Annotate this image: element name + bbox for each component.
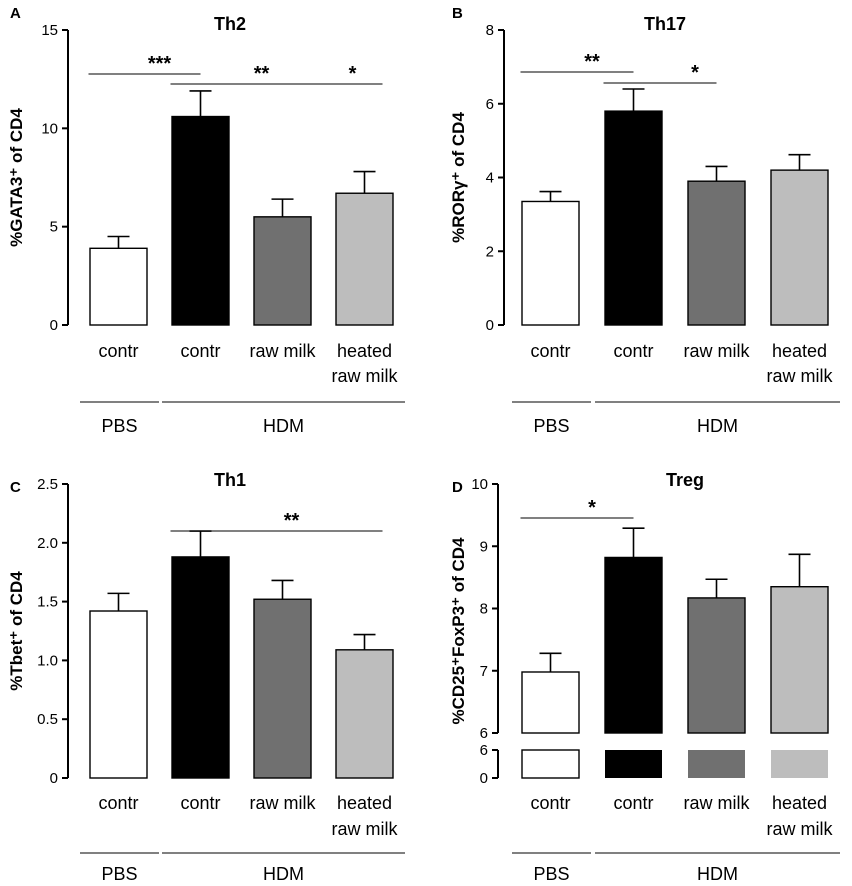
- significance-label: **: [284, 510, 300, 532]
- significance-label: **: [584, 51, 600, 73]
- y-tick-label: 9: [480, 538, 488, 555]
- y-axis-label: %GATA3⁺ of CD4: [7, 108, 26, 247]
- chart-title: Th17: [644, 14, 686, 34]
- group-label: PBS: [101, 864, 137, 884]
- x-tick-label: raw milk: [684, 793, 751, 813]
- x-tick-label: raw milk: [767, 366, 834, 386]
- y-tick-label: 10: [471, 476, 488, 493]
- x-tick-label: raw milk: [250, 341, 317, 361]
- y-tick-label: 0.5: [37, 711, 58, 728]
- x-tick-label: contr: [530, 793, 570, 813]
- y-tick-label: 0: [480, 770, 488, 787]
- y-tick-label: 2.5: [37, 476, 58, 493]
- panel-a: A Th2 %GATA3⁺ of CD4 0 5 10 15 contr contr raw mi…: [7, 5, 405, 436]
- bar: [253, 216, 312, 326]
- panel-letter: A: [10, 5, 21, 22]
- significance-label: ***: [148, 53, 172, 75]
- significance-label: *: [691, 62, 699, 84]
- x-tick-label: heated: [337, 341, 392, 361]
- group-label: HDM: [263, 416, 304, 436]
- x-tick-label: contr: [98, 793, 138, 813]
- panel-d: D Treg %CD25⁺FoxP3⁺ of CD4 6 7 8 9 10 0 6 contr con…: [449, 470, 840, 884]
- group-label: HDM: [263, 864, 304, 884]
- y-tick-label: 4: [486, 170, 494, 187]
- x-tick-label: contr: [613, 341, 653, 361]
- y-axis-label: %RORγ⁺ of CD4: [449, 112, 468, 243]
- y-tick-label: 0: [486, 317, 494, 334]
- panel-letter: C: [10, 479, 21, 496]
- bar: [171, 556, 230, 779]
- y-tick-label: 7: [480, 663, 488, 680]
- group-label: HDM: [697, 864, 738, 884]
- x-tick-label: raw milk: [250, 793, 317, 813]
- bar: [770, 586, 829, 734]
- group-label: PBS: [533, 416, 569, 436]
- x-tick-label: contr: [180, 341, 220, 361]
- y-tick-label: 2.0: [37, 535, 58, 552]
- bar: [89, 247, 148, 326]
- bar: [521, 200, 580, 326]
- bar: [687, 180, 746, 326]
- bar-lower: [521, 749, 580, 779]
- bar: [770, 169, 829, 326]
- y-tick-label: 10: [41, 120, 58, 137]
- bar: [604, 110, 663, 326]
- y-tick-label: 5: [50, 219, 58, 236]
- y-axis-label: %CD25⁺FoxP3⁺ of CD4: [449, 537, 468, 725]
- bar-lower: [771, 750, 828, 778]
- x-tick-label: heated: [772, 793, 827, 813]
- y-tick-label: 2: [486, 243, 494, 260]
- panel-letter: D: [452, 479, 463, 496]
- group-label: HDM: [697, 416, 738, 436]
- y-tick-label: 8: [486, 22, 494, 39]
- y-tick-label: 0: [50, 317, 58, 334]
- bar: [171, 115, 230, 326]
- bar: [89, 610, 148, 779]
- x-tick-label: raw milk: [684, 341, 751, 361]
- group-label: PBS: [533, 864, 569, 884]
- x-tick-label: heated: [337, 793, 392, 813]
- y-tick-label: 0: [50, 770, 58, 787]
- x-tick-label: raw milk: [332, 819, 399, 839]
- x-tick-label: heated: [772, 341, 827, 361]
- x-tick-label: raw milk: [767, 819, 834, 839]
- chart-title: Treg: [666, 470, 704, 490]
- x-tick-label: contr: [530, 341, 570, 361]
- bar: [521, 671, 580, 734]
- x-tick-label: contr: [98, 341, 138, 361]
- bar: [604, 556, 663, 734]
- y-axis-label: %Tbet⁺ of CD4: [7, 571, 26, 691]
- y-tick-label: 1.0: [37, 652, 58, 669]
- x-tick-label: contr: [180, 793, 220, 813]
- significance-label: **: [254, 63, 270, 85]
- y-tick-label: 15: [41, 22, 58, 39]
- significance-label: *: [349, 63, 357, 85]
- x-tick-label: raw milk: [332, 366, 399, 386]
- y-tick-label: 6: [486, 96, 494, 113]
- panel-b: B Th17 %RORγ⁺ of CD4 0 2 4 6 8 contr contr raw mil…: [449, 5, 840, 436]
- x-tick-label: contr: [613, 793, 653, 813]
- y-tick-label: 6: [480, 742, 488, 759]
- group-label: PBS: [101, 416, 137, 436]
- panel-c: C Th1 %Tbet⁺ of CD4 0 0.5 1.0 1.5 2.0 2.5 contr co…: [7, 470, 405, 884]
- bar: [335, 192, 394, 326]
- bar-lower: [605, 750, 662, 778]
- bar: [335, 649, 394, 779]
- bar: [253, 598, 312, 779]
- y-tick-label: 8: [480, 601, 488, 618]
- bar-lower: [688, 750, 745, 778]
- chart-title: Th2: [214, 14, 246, 34]
- y-tick-label: 6: [480, 725, 488, 742]
- y-tick-label: 1.5: [37, 594, 58, 611]
- panel-letter: B: [452, 5, 463, 22]
- significance-label: *: [588, 497, 596, 519]
- bar: [687, 597, 746, 734]
- chart-title: Th1: [214, 470, 246, 490]
